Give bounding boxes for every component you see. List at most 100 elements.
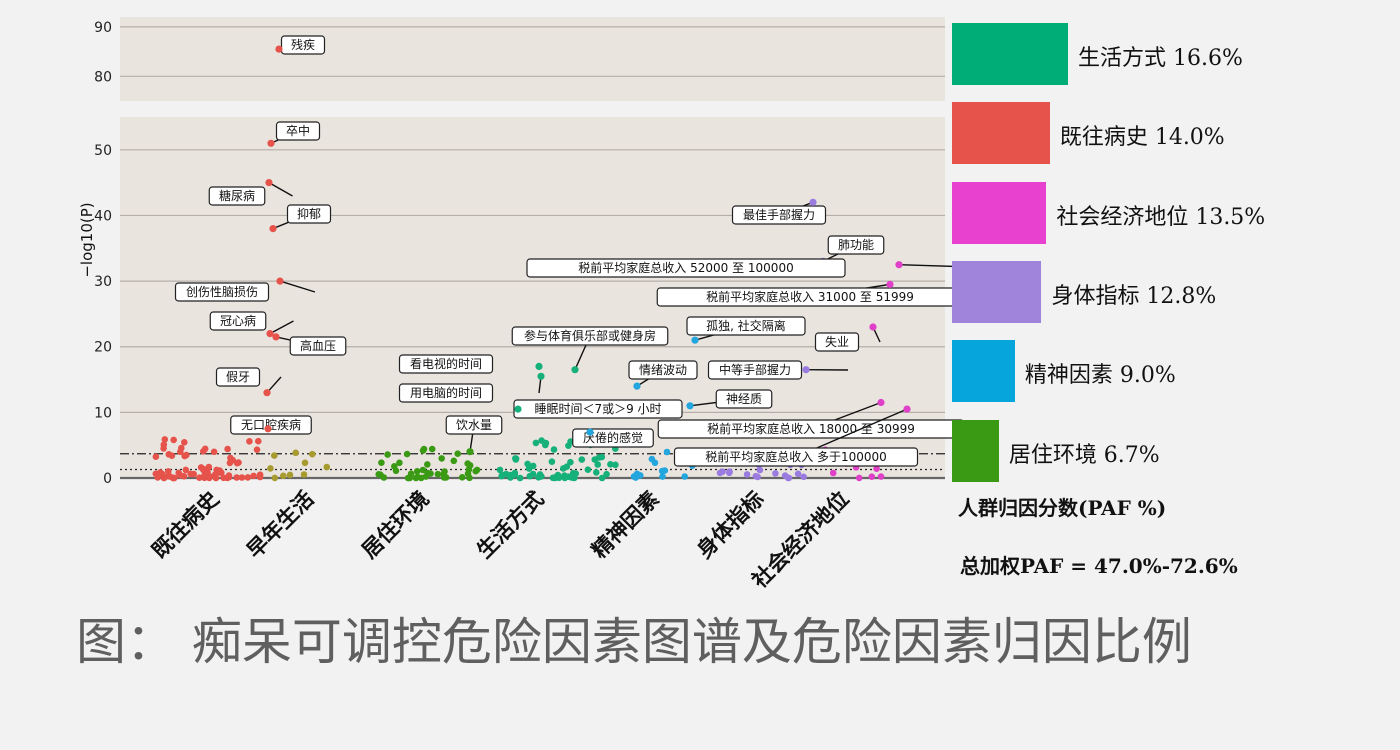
label-text: 无口腔疾病 [241, 417, 301, 432]
data-point [286, 471, 294, 479]
data-point [829, 469, 837, 477]
data-point [152, 453, 160, 461]
data-point [187, 470, 194, 478]
paf-bar [952, 102, 1050, 165]
labeled-data-point [265, 179, 273, 187]
data-point [375, 471, 383, 478]
labeled-data-point [276, 277, 284, 285]
data-point [413, 468, 421, 475]
data-point [406, 474, 414, 482]
label-text: 看电视的时间 [410, 356, 482, 371]
label-box [286, 204, 332, 224]
manhattan-plot: 0 10 20 30 40 50 80 90 −log10(P) 残疾卒中糖尿病抑郁创伤性脑损伤冠… [78, 17, 1005, 593]
data-point [254, 437, 262, 445]
data-point [472, 467, 480, 475]
data-point [246, 438, 253, 445]
y-tick-label: 40 [94, 208, 112, 224]
data-point [800, 473, 807, 481]
data-point [542, 441, 549, 449]
data-point [225, 472, 233, 479]
point-label: 神经质 [689, 389, 773, 409]
data-point [873, 465, 880, 473]
label-text: 税前平均家庭总收入 52000 至 100000 [578, 260, 793, 275]
data-point [181, 452, 188, 460]
label-box [445, 415, 503, 435]
labeled-data-point [264, 425, 272, 433]
paf-bar-label: 既往病史 14.0% [1059, 125, 1225, 151]
data-point [877, 473, 885, 480]
labeled-data-point [466, 448, 474, 456]
label-text: 创伤性脑损伤 [186, 285, 258, 299]
data-point [204, 469, 211, 476]
label-text: 中等手部握力 [719, 362, 791, 377]
data-point [868, 473, 876, 481]
data-point [158, 470, 166, 478]
labeled-data-point [895, 261, 903, 269]
data-point [170, 436, 177, 444]
data-point [271, 452, 278, 459]
data-point [516, 474, 524, 482]
point-label: 中等手部握力 [707, 360, 849, 380]
data-point [663, 448, 671, 456]
data-point [216, 467, 223, 474]
data-point [603, 470, 610, 478]
data-point [525, 465, 533, 472]
data-point [182, 466, 190, 474]
y-tick-label: 10 [94, 405, 112, 421]
data-point [464, 460, 472, 467]
label-box [814, 332, 860, 352]
data-point [378, 459, 385, 467]
leader-line [279, 280, 316, 293]
labeled-data-point [514, 405, 522, 413]
data-point [548, 458, 556, 466]
data-point [794, 470, 802, 478]
point-label: 最佳手部握力 [731, 201, 827, 225]
paf-title: 人群归因分数(PAF %) [958, 496, 1167, 520]
data-point [384, 451, 391, 458]
data-point [536, 471, 544, 478]
label-text: 残疾 [291, 37, 315, 52]
data-point [511, 471, 518, 479]
label-box [511, 326, 669, 346]
data-point [238, 474, 246, 481]
data-point [598, 474, 606, 482]
label-box [230, 415, 312, 435]
data-point [419, 466, 427, 474]
paf-bar-label: 居住环境 6.7% [1008, 442, 1160, 468]
data-point [224, 445, 231, 453]
data-point [756, 466, 764, 474]
paf-bar-label: 社会经济地位 13.5% [1056, 204, 1266, 230]
label-text: 厌倦的感觉 [583, 430, 643, 445]
labeled-data-point [869, 323, 877, 331]
label-text: 冠心病 [220, 313, 256, 328]
data-point [256, 471, 264, 479]
data-point [612, 461, 619, 469]
point-label: 情绪波动 [628, 360, 698, 387]
y-axis-label: −log10(P) [78, 202, 96, 277]
data-point [201, 474, 208, 482]
data-point [181, 439, 188, 446]
label-box [827, 235, 885, 255]
label-text: 假牙 [226, 370, 250, 384]
data-point [538, 437, 545, 444]
data-point [309, 450, 316, 458]
data-point [244, 474, 252, 481]
label-box [289, 336, 347, 356]
leader-line [269, 320, 294, 335]
paf-total-note: 总加权PAF = 47.0%-72.6% [960, 554, 1238, 578]
data-point [454, 450, 462, 458]
label-box [628, 360, 698, 380]
data-point [550, 446, 558, 453]
data-point [396, 459, 403, 467]
label-text: 情绪波动 [639, 363, 687, 377]
point-label: 税前平均家庭总收入 18000 至 30999 [657, 401, 965, 439]
data-point [280, 472, 287, 480]
data-point [229, 456, 237, 464]
data-point [855, 474, 863, 482]
label-box [398, 383, 494, 403]
data-point [681, 473, 688, 480]
label-text: 孤独, 社交隔离 [706, 318, 786, 333]
figure-caption: 图： 痴呆可调控危险因素图谱及危险因素归因比例 [76, 613, 1192, 671]
data-point [220, 474, 227, 482]
y-tick-label: 0 [103, 471, 112, 487]
